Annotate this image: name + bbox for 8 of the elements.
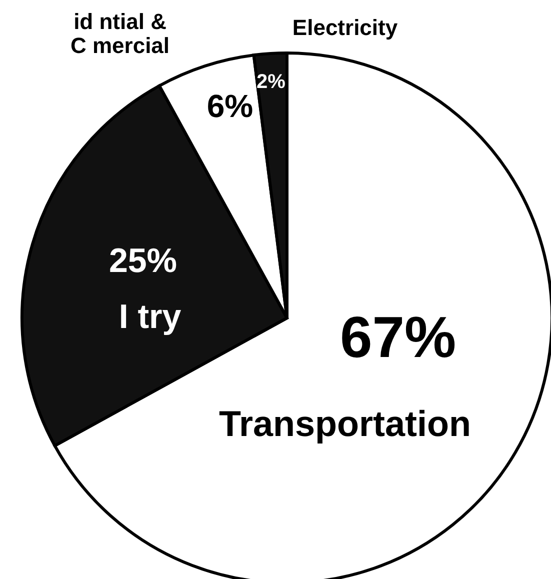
data-label: 2% (256, 71, 286, 93)
slice-label: id ntial & C mercial (70, 9, 170, 58)
data-label: 67% (340, 305, 456, 370)
data-label: 6% (206, 88, 254, 124)
slice-label: Transportation (218, 403, 472, 444)
data-label: 25% (108, 242, 178, 280)
slice-label: Electricity (292, 15, 398, 40)
slice-label: I try (118, 298, 182, 336)
